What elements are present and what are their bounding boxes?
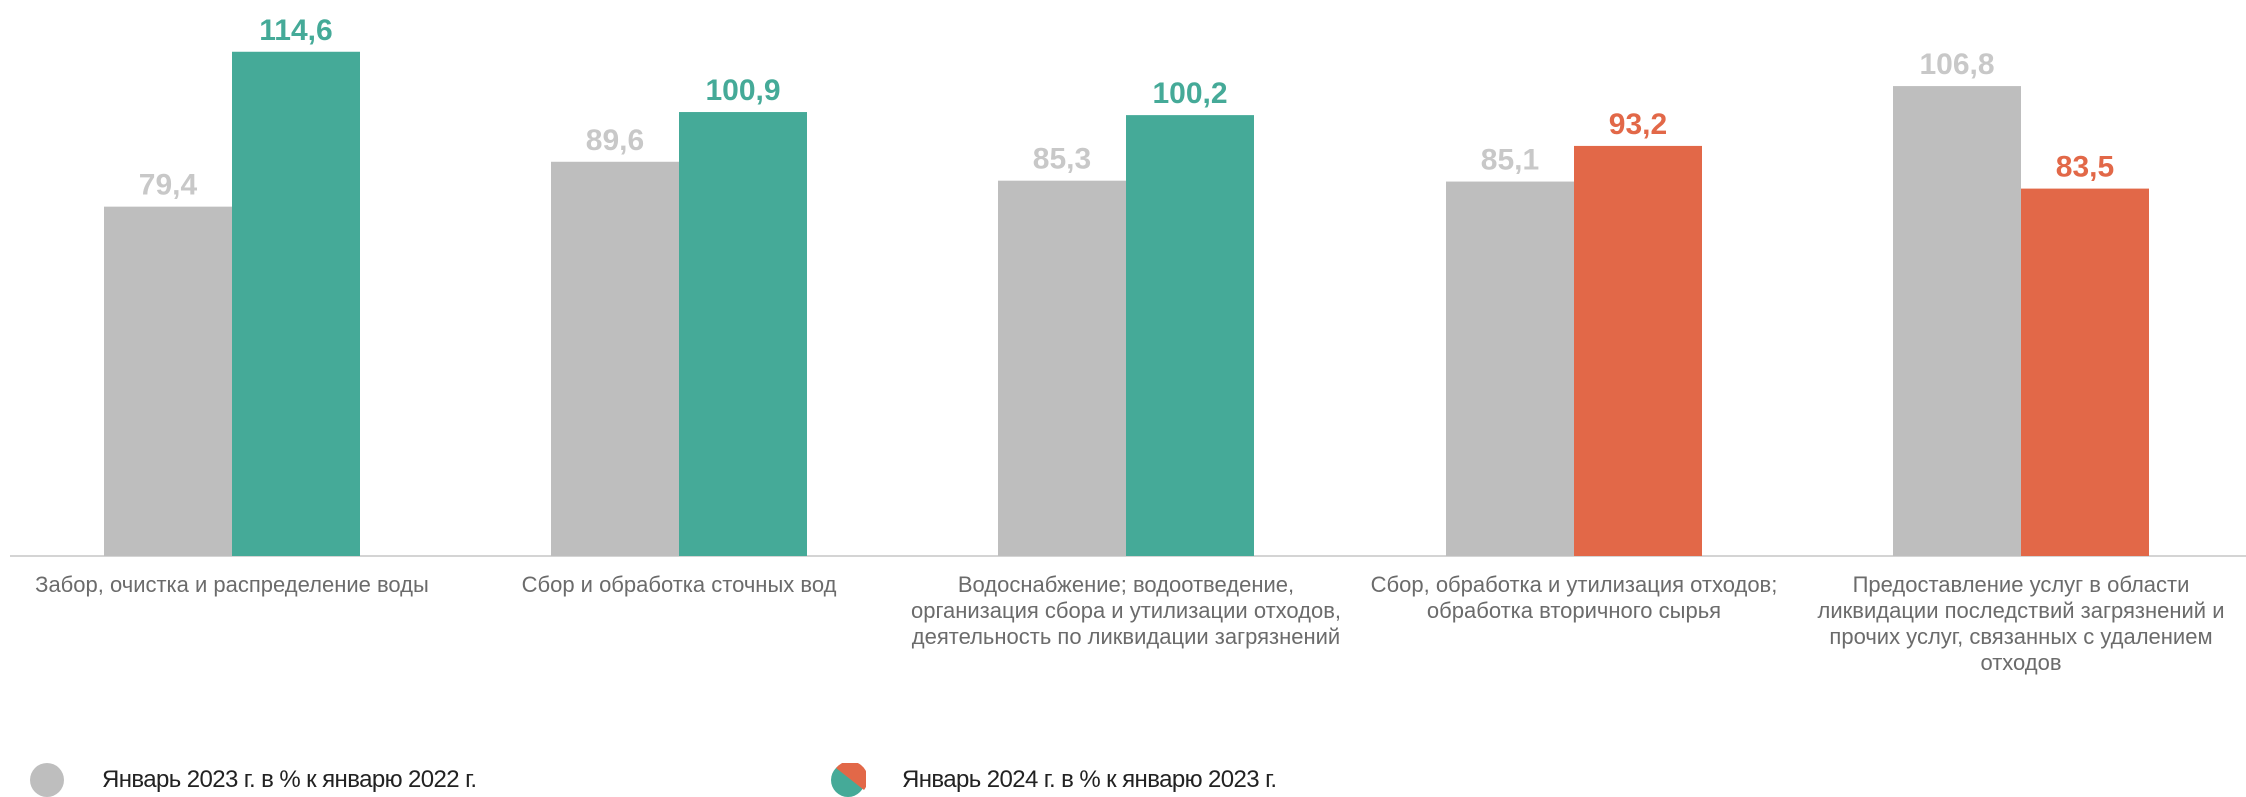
series-2024-bar bbox=[232, 51, 360, 556]
category-label: Предоставление услуг в области ликвидаци… bbox=[1817, 572, 2225, 675]
legend-label: Январь 2023 г. в % к январю 2022 г. bbox=[102, 766, 477, 793]
series-2024-data-label: 100,9 bbox=[705, 74, 780, 107]
series-2023-data-label: 85,3 bbox=[1033, 143, 1091, 176]
series-2024-data-label: 93,2 bbox=[1609, 108, 1667, 141]
series-2023-data-label: 79,4 bbox=[139, 169, 198, 202]
legend-swatch-grey bbox=[30, 763, 64, 797]
series-2024-data-label: 114,6 bbox=[259, 14, 332, 47]
category-label: Водоснабжение; водоотведение, организаци… bbox=[910, 572, 1342, 649]
bar-chart: 79,4 114,6 89,6 100,9 85,3 100,2 85,1 93,2 106,8… bbox=[10, 14, 2246, 557]
legend-label: Январь 2024 г. в % к январю 2023 г. bbox=[902, 766, 1277, 793]
series-2023-bar bbox=[104, 206, 232, 556]
series-2024-bar bbox=[2021, 188, 2149, 556]
category-label: Забор, очистка и распределение воды bbox=[35, 572, 429, 597]
series-2024-data-label: 83,5 bbox=[2056, 151, 2114, 184]
series-2023-bar bbox=[1446, 181, 1574, 556]
series-2023-bar bbox=[1893, 86, 2021, 556]
legend-swatch-bicolor bbox=[831, 763, 866, 797]
series-2023-data-label: 106,8 bbox=[1919, 48, 1994, 81]
series-2023-bar bbox=[551, 161, 679, 556]
category-label: Сбор и обработка сточных вод bbox=[521, 572, 837, 597]
series-2024-bar bbox=[1574, 145, 1702, 557]
series-2024-bar bbox=[679, 112, 807, 556]
series-2024-data-label: 100,2 bbox=[1152, 77, 1227, 110]
series-2023-bar bbox=[998, 180, 1126, 556]
series-2023-data-label: 89,6 bbox=[586, 124, 644, 157]
series-2024-bar bbox=[1126, 115, 1254, 557]
series-2023-data-label: 85,1 bbox=[1481, 144, 1539, 177]
category-label: Сбор, обработка и утилизация отходов; об… bbox=[1370, 572, 1778, 623]
